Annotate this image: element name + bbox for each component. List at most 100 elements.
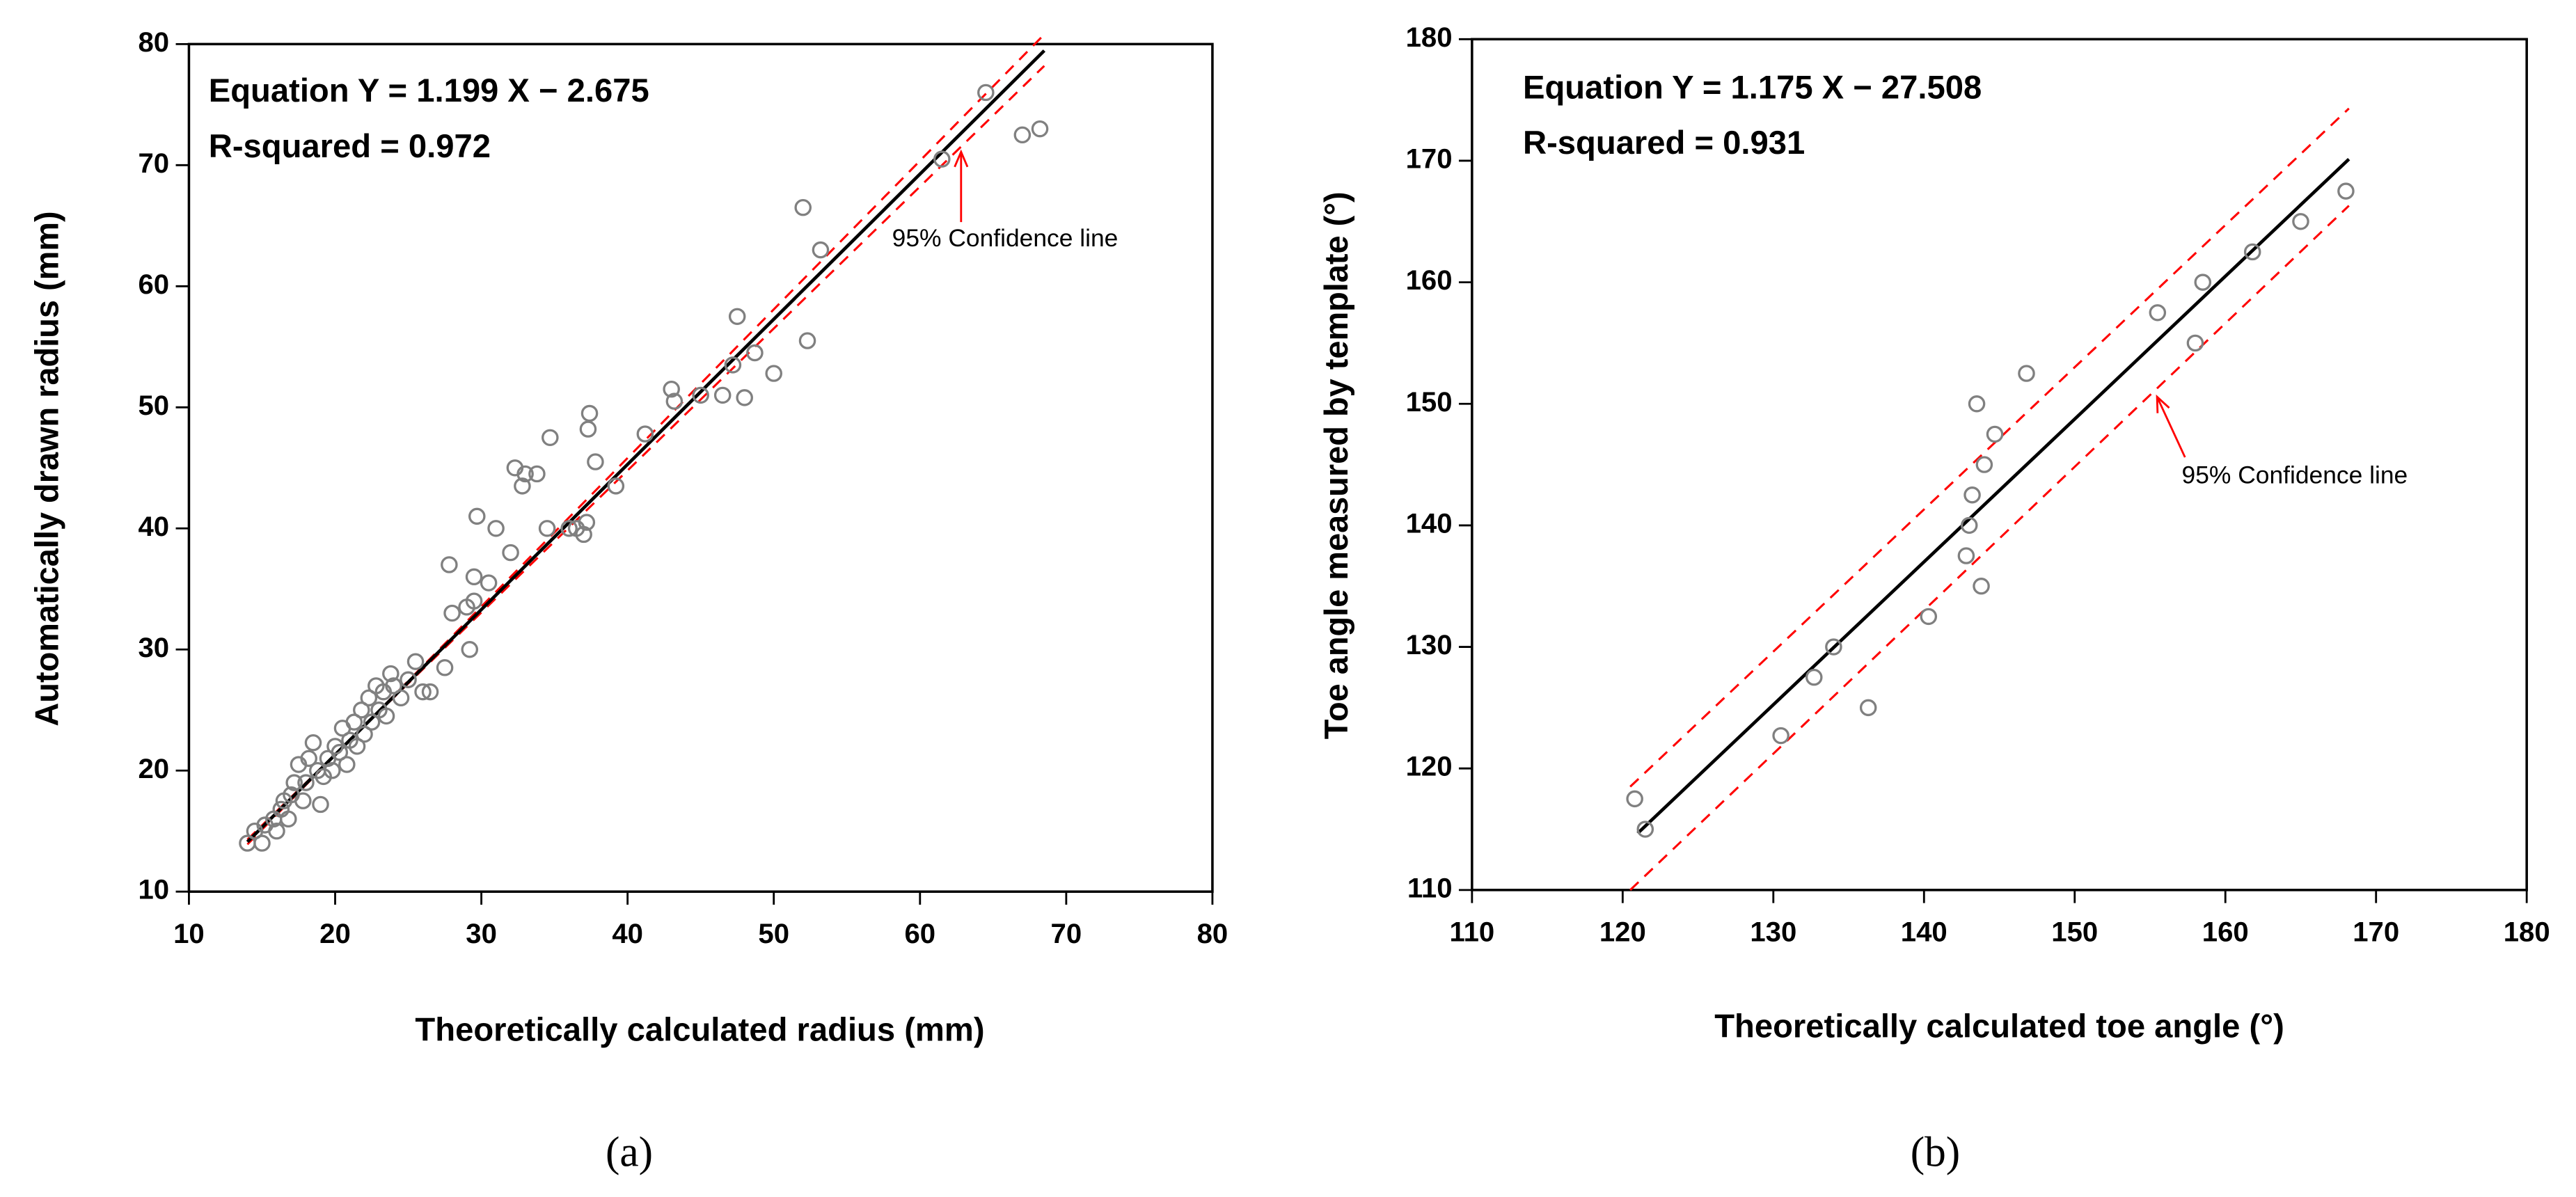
data-point: [765, 365, 782, 382]
chart-panel: 10 20 30 40 50 60 70 80 10 20 30 40 50 60 70 80 Equation…: [28, 27, 1228, 1175]
y-tick-label: 170: [1406, 144, 1453, 175]
x-tick-label: 120: [1599, 917, 1646, 948]
data-point: [1636, 821, 1654, 838]
data-point: [2243, 243, 2261, 261]
data-point: [663, 380, 680, 398]
data-point: [400, 671, 417, 688]
equation: Equation Y = 1.175 X − 27.508: [1523, 69, 1982, 106]
confidence-label: 95% Confidence line: [2182, 462, 2408, 489]
data-point: [798, 332, 816, 349]
annotation-arrow: [2156, 396, 2186, 458]
data-point: [461, 641, 479, 658]
data-point: [2337, 182, 2355, 200]
y-tick-label: 30: [138, 633, 169, 663]
y-axis-label: Automatically drawn radius (mm): [28, 211, 65, 726]
data-point: [607, 477, 625, 495]
y-tick-label: 70: [138, 148, 169, 179]
fit-line: [1636, 157, 2350, 834]
data-point: [1859, 699, 1877, 717]
panel-label: (b): [1911, 1129, 1961, 1176]
data-point: [1626, 790, 1643, 808]
data-point: [421, 683, 439, 701]
x-tick-label: 110: [1449, 917, 1494, 948]
data-point: [345, 713, 363, 731]
data-point: [2186, 334, 2204, 352]
data-point: [443, 604, 461, 622]
y-tick-label: 140: [1406, 509, 1453, 539]
panel-label: (a): [606, 1129, 653, 1176]
data-point: [1920, 608, 1938, 626]
data-point: [360, 689, 378, 707]
data-point: [406, 653, 425, 670]
confidence-label: 95% Confidence line: [892, 225, 1119, 252]
arrow-head: [2156, 394, 2170, 413]
x-tick-label: 40: [612, 919, 643, 949]
x-tick-label: 20: [319, 919, 351, 949]
data-point: [1986, 425, 2004, 443]
data-point: [1960, 516, 1978, 534]
data-point: [724, 356, 742, 374]
data-point: [1968, 395, 1986, 413]
data-point: [575, 525, 592, 544]
y-tick-label: 110: [1407, 873, 1453, 903]
chart-panel: 110 120 130 140 150 160 170 180 110 120 130 140 150 1…: [1318, 22, 2550, 1175]
x-tick-label: 140: [1901, 917, 1947, 948]
data-point: [294, 792, 312, 809]
x-tick-label: 170: [2353, 917, 2399, 948]
data-point: [480, 574, 498, 592]
data-point: [516, 465, 534, 483]
data-point: [578, 514, 596, 531]
r-squared: R-squared = 0.931: [1523, 124, 1805, 161]
y-tick-label: 20: [138, 754, 169, 784]
data-point: [665, 393, 683, 410]
data-point: [382, 665, 400, 683]
data-point: [794, 199, 812, 216]
data-point: [538, 520, 556, 537]
data-point: [348, 738, 366, 755]
x-tick-label: 130: [1750, 917, 1796, 948]
data-point: [933, 150, 951, 168]
confidence-line: [1629, 107, 2350, 788]
x-tick-label: 60: [904, 919, 935, 949]
data-point: [300, 750, 317, 768]
data-point: [363, 713, 381, 731]
data-point: [253, 834, 271, 852]
data-point: [736, 389, 753, 406]
data-point: [692, 386, 709, 404]
data-point: [324, 762, 341, 779]
x-tick-label: 70: [1051, 919, 1082, 949]
confidence-line: [1629, 205, 2350, 891]
data-point: [312, 795, 329, 814]
y-tick-label: 50: [138, 390, 169, 421]
plot-frame: [187, 42, 1214, 893]
x-tick-label: 180: [2504, 917, 2550, 948]
x-tick-label: 50: [758, 919, 789, 949]
data-point: [2194, 274, 2212, 291]
y-tick-label: 10: [138, 875, 169, 905]
data-point: [977, 84, 995, 102]
data-point: [338, 756, 356, 773]
data-point: [304, 734, 322, 752]
data-point: [297, 774, 315, 791]
x-axis-label: Theoretically calculated toe angle (°): [1714, 1008, 2284, 1045]
confidence-line: [246, 33, 1045, 846]
data-point: [465, 592, 483, 610]
x-tick-label: 30: [466, 919, 497, 949]
y-tick-label: 180: [1406, 22, 1453, 53]
data-point: [441, 556, 458, 573]
y-tick-label: 40: [138, 512, 169, 542]
x-tick-label: 160: [2202, 917, 2249, 948]
y-tick-label: 80: [138, 27, 169, 58]
data-point: [1825, 638, 1842, 656]
data-point: [812, 241, 830, 259]
data-point: [1772, 727, 1789, 745]
r-squared: R-squared = 0.972: [209, 127, 491, 164]
data-point: [2149, 304, 2167, 322]
data-point: [1963, 486, 1981, 504]
fit-line: [246, 49, 1046, 843]
data-point: [465, 568, 483, 586]
y-tick-label: 150: [1406, 387, 1453, 418]
data-point: [1973, 578, 1990, 595]
data-point: [414, 683, 432, 701]
